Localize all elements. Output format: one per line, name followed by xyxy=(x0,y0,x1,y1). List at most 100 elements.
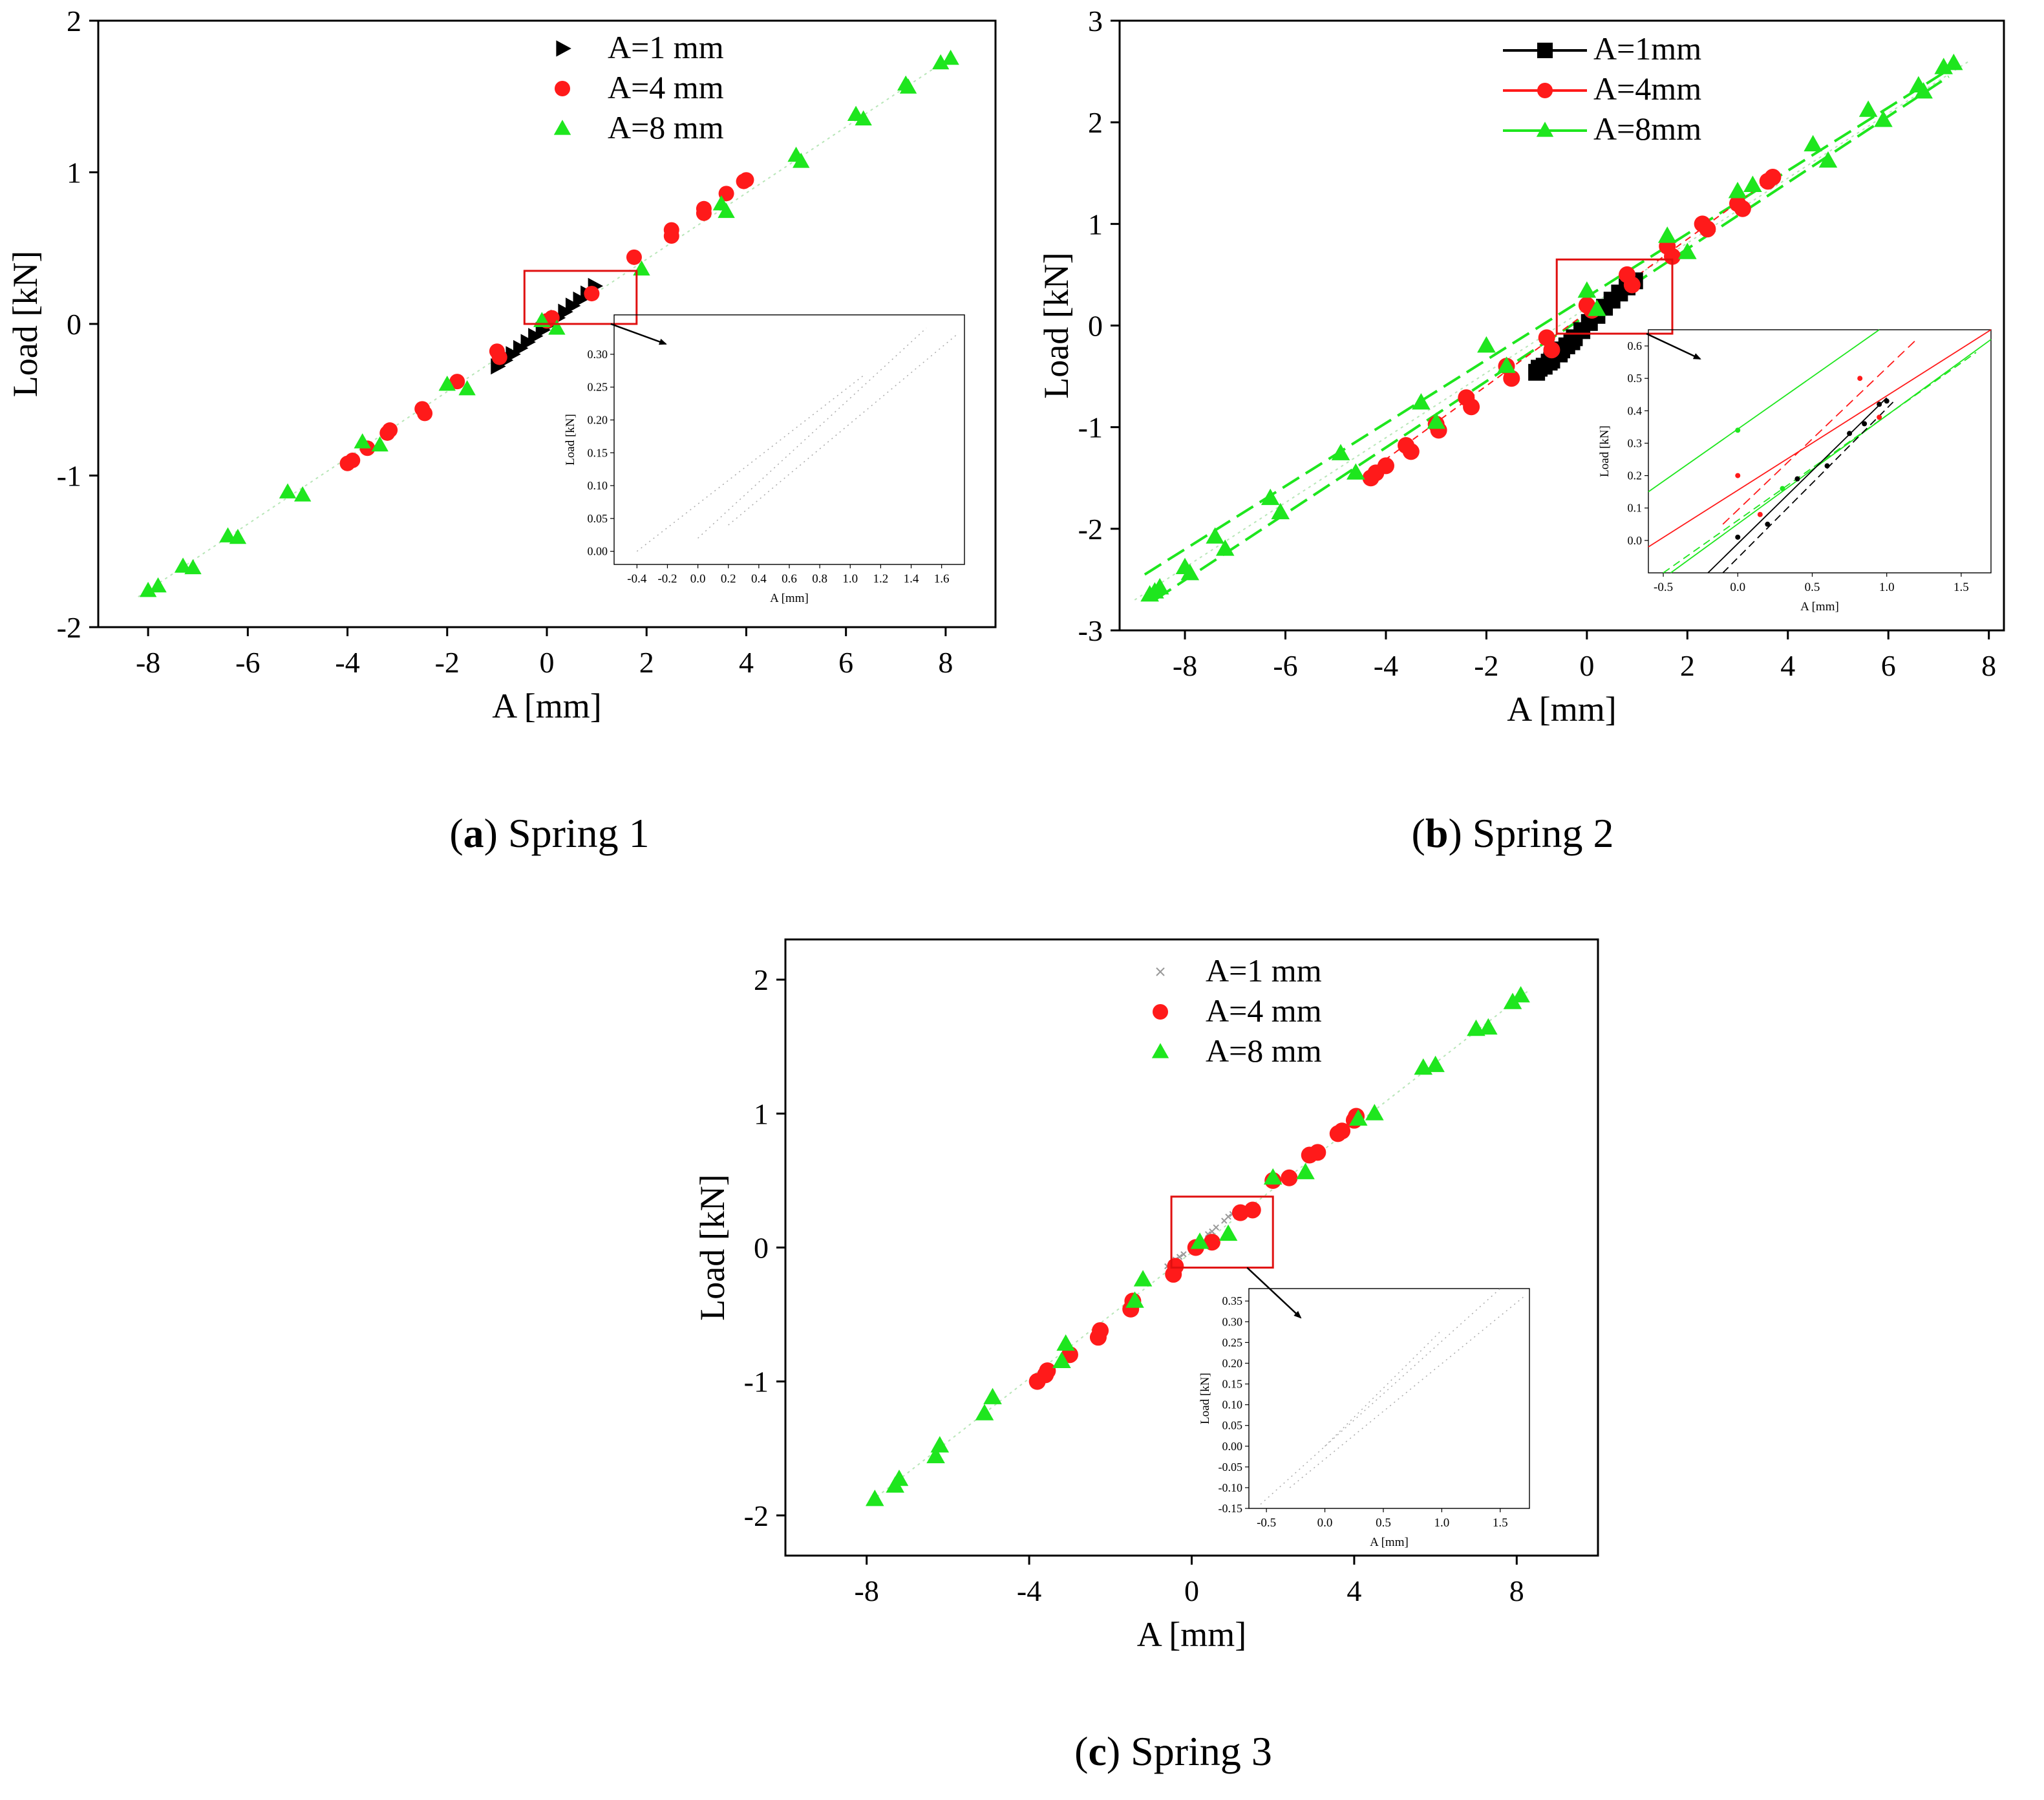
inset-point xyxy=(1757,511,1763,517)
caption-c: (c) Spring 3 xyxy=(1074,1728,1272,1774)
legend-marker xyxy=(1156,967,1165,976)
inset-y-tick-label: 0.00 xyxy=(1222,1440,1243,1453)
x-axis-label-b: A [mm] xyxy=(1507,690,1617,729)
inset-trace-1 xyxy=(1289,1296,1524,1488)
inset-x-tick-label: -0.2 xyxy=(657,572,677,586)
data-point xyxy=(1347,463,1365,480)
y-tick-label-c: 1 xyxy=(754,1097,769,1130)
inset-point xyxy=(1735,534,1741,540)
x-tick-label-a: -8 xyxy=(136,646,160,679)
inset-trace-0 xyxy=(1260,1288,1501,1505)
inset-x-tick-label: 1.0 xyxy=(842,572,858,586)
inset-point xyxy=(1735,427,1741,433)
data-point xyxy=(1588,299,1606,316)
data-point xyxy=(1039,1362,1056,1380)
data-point xyxy=(1377,457,1394,475)
x-tick-label-a: -4 xyxy=(335,646,359,679)
x-tick-label-b: 2 xyxy=(1680,649,1695,682)
legend-marker xyxy=(1537,43,1553,58)
data-point xyxy=(1052,1351,1071,1368)
inset-point xyxy=(1735,473,1741,478)
legend-label-c: A=8 mm xyxy=(1206,1033,1322,1069)
data-point xyxy=(382,422,398,438)
data-point xyxy=(584,286,600,302)
x-tick-label-c: 8 xyxy=(1509,1574,1524,1607)
inset-frame-a xyxy=(613,314,965,565)
guide-line-c xyxy=(866,989,1529,1506)
y-tick-label-a: -2 xyxy=(57,611,81,644)
x-axis-label-a: A [mm] xyxy=(492,687,602,725)
inset-y-tick-label: 0.5 xyxy=(1628,372,1643,385)
x-tick-label-c: 4 xyxy=(1347,1574,1361,1607)
data-point xyxy=(1914,82,1933,99)
inset-point xyxy=(1877,402,1882,407)
inset-trace-1 xyxy=(697,327,927,539)
data-point xyxy=(855,110,872,126)
x-tick-label-b: -8 xyxy=(1173,649,1197,682)
data-point xyxy=(932,54,950,70)
data-point xyxy=(1261,488,1280,506)
data-point xyxy=(1219,1224,1238,1241)
data-point xyxy=(1944,54,1963,70)
inset-y-tick-label: 0.0 xyxy=(1628,534,1643,547)
y-tick-label-b: 0 xyxy=(1088,310,1103,343)
inset-y-tick-label: 0.4 xyxy=(1628,404,1643,417)
data-point xyxy=(1678,242,1697,259)
inset-y-tick-label: 0.1 xyxy=(1628,502,1643,515)
inset-y-tick-label: 0.25 xyxy=(1222,1336,1243,1349)
y-tick-label-a: -1 xyxy=(57,460,81,493)
inset-point xyxy=(1884,398,1890,404)
x-tick-label-b: 4 xyxy=(1780,649,1795,682)
data-point xyxy=(458,380,476,396)
inset-y-tick-label: 0.05 xyxy=(588,512,608,525)
data-point xyxy=(1699,220,1716,238)
data-point xyxy=(1728,182,1747,198)
data-point xyxy=(1296,1162,1315,1179)
data-point xyxy=(1657,226,1677,243)
data-point xyxy=(1263,1168,1283,1185)
zoom-arrow-a xyxy=(610,323,667,345)
x-tick-label-b: -6 xyxy=(1273,649,1297,682)
guide-line-a xyxy=(138,53,956,597)
inset-x-label-c: A [mm] xyxy=(1370,1536,1409,1549)
data-point xyxy=(1563,333,1581,350)
x-tick-label-c: -4 xyxy=(1017,1574,1041,1607)
inset-x-tick-label: 0.0 xyxy=(690,572,706,586)
data-point xyxy=(279,483,297,498)
y-tick-label-b: 2 xyxy=(1088,106,1103,139)
legend-label-c: A=1 mm xyxy=(1206,952,1322,989)
inset-y-tick-label: -0.05 xyxy=(1219,1461,1243,1473)
data-point xyxy=(942,49,959,65)
x-axis-label-c: A [mm] xyxy=(1137,1615,1247,1654)
data-point xyxy=(663,228,679,244)
inset-x-tick-label: 1.0 xyxy=(1434,1516,1450,1530)
data-point xyxy=(229,528,247,544)
inset-x-tick-label: 0.4 xyxy=(751,572,767,586)
x-tick-label-a: 2 xyxy=(639,646,654,679)
inset-line-6 xyxy=(1722,400,1895,573)
legend-label-b: A=1mm xyxy=(1593,30,1701,67)
data-point xyxy=(1271,502,1290,520)
inset-y-tick-label: 0.10 xyxy=(588,479,608,492)
guide-line-b xyxy=(1134,61,1970,601)
inset-y-tick-label: 0.00 xyxy=(588,545,608,558)
zoom-arrow-c xyxy=(1246,1267,1302,1319)
data-point xyxy=(1206,527,1224,544)
data-point xyxy=(184,559,202,575)
data-point xyxy=(975,1404,994,1420)
data-point xyxy=(1203,1234,1220,1251)
data-point xyxy=(293,486,312,502)
inset-y-tick-label: 0.2 xyxy=(1628,469,1643,482)
inset-y-label-c: Load [kN] xyxy=(1198,1373,1212,1424)
data-point xyxy=(1664,248,1681,265)
data-point xyxy=(1543,341,1560,359)
y-tick-label-c: 0 xyxy=(754,1232,769,1265)
legend-label-b: A=8mm xyxy=(1593,111,1701,147)
inset-x-label-b: A [mm] xyxy=(1800,600,1839,614)
data-point xyxy=(438,376,456,391)
inset-x-tick-label: 0.2 xyxy=(721,572,736,586)
inset-trace-2 xyxy=(1325,1329,1442,1447)
legend-label-b: A=4mm xyxy=(1593,70,1701,107)
zoom-box-a xyxy=(523,270,638,325)
data-point xyxy=(1056,1334,1075,1351)
